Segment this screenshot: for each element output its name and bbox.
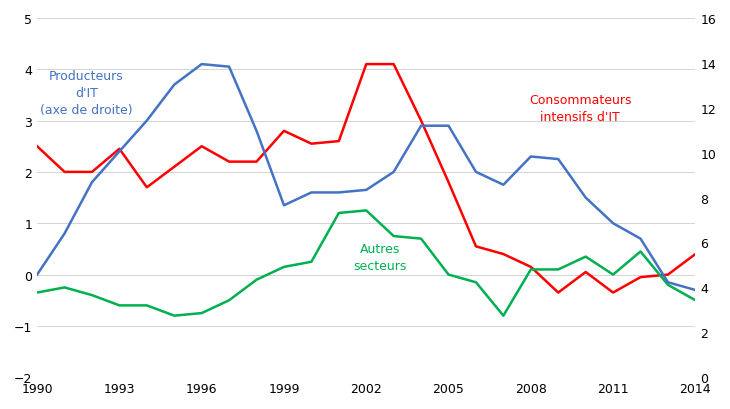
Text: Consommateurs
intensifs d'IT: Consommateurs intensifs d'IT bbox=[529, 94, 631, 124]
Text: Producteurs
d'IT
(axe de droite): Producteurs d'IT (axe de droite) bbox=[40, 70, 133, 117]
Text: Autres
secteurs: Autres secteurs bbox=[353, 242, 407, 272]
